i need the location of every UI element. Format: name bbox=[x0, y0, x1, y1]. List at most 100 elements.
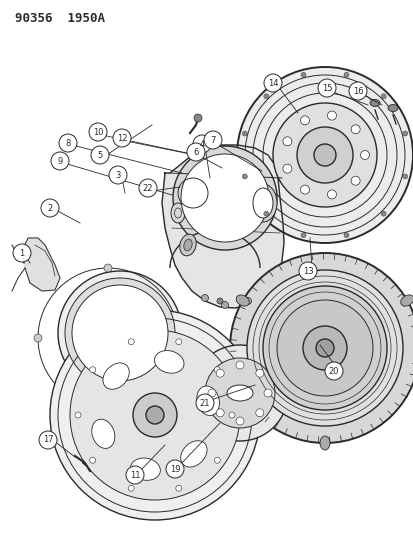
Circle shape bbox=[216, 298, 223, 304]
Text: 22: 22 bbox=[142, 183, 153, 192]
Circle shape bbox=[41, 199, 59, 217]
Text: 6: 6 bbox=[193, 148, 198, 157]
Text: 16: 16 bbox=[352, 86, 363, 95]
Circle shape bbox=[262, 286, 386, 410]
Circle shape bbox=[263, 74, 281, 92]
Circle shape bbox=[104, 264, 112, 272]
Circle shape bbox=[128, 339, 134, 345]
Circle shape bbox=[75, 412, 81, 418]
Circle shape bbox=[272, 103, 376, 207]
Ellipse shape bbox=[235, 295, 249, 306]
Ellipse shape bbox=[130, 458, 160, 480]
Circle shape bbox=[343, 72, 348, 77]
Circle shape bbox=[235, 417, 243, 425]
Circle shape bbox=[126, 466, 144, 484]
Circle shape bbox=[70, 330, 240, 500]
Text: 12: 12 bbox=[116, 133, 127, 142]
Circle shape bbox=[298, 262, 316, 280]
Circle shape bbox=[236, 67, 412, 243]
Text: 10: 10 bbox=[93, 127, 103, 136]
Circle shape bbox=[228, 412, 235, 418]
Circle shape bbox=[214, 367, 220, 373]
Circle shape bbox=[279, 340, 286, 346]
Circle shape bbox=[380, 211, 385, 216]
Ellipse shape bbox=[154, 351, 183, 373]
Circle shape bbox=[282, 164, 291, 173]
Circle shape bbox=[51, 152, 69, 170]
Circle shape bbox=[255, 409, 263, 417]
Circle shape bbox=[324, 362, 342, 380]
Circle shape bbox=[91, 146, 109, 164]
Circle shape bbox=[192, 135, 211, 153]
Circle shape bbox=[247, 270, 402, 426]
Circle shape bbox=[255, 369, 263, 377]
Circle shape bbox=[230, 253, 413, 443]
Text: 90356  1950A: 90356 1950A bbox=[15, 12, 105, 25]
Circle shape bbox=[263, 389, 271, 397]
Circle shape bbox=[343, 233, 348, 238]
Ellipse shape bbox=[400, 295, 413, 306]
Ellipse shape bbox=[179, 234, 196, 256]
Circle shape bbox=[350, 125, 359, 134]
Circle shape bbox=[109, 166, 127, 184]
Circle shape bbox=[180, 154, 268, 242]
Circle shape bbox=[50, 310, 259, 520]
Ellipse shape bbox=[226, 385, 252, 401]
Circle shape bbox=[317, 79, 335, 97]
Circle shape bbox=[195, 394, 214, 412]
Text: 4: 4 bbox=[199, 140, 204, 149]
Ellipse shape bbox=[248, 184, 276, 222]
Circle shape bbox=[104, 404, 112, 412]
Circle shape bbox=[214, 457, 220, 463]
Ellipse shape bbox=[196, 386, 219, 416]
Circle shape bbox=[72, 285, 168, 381]
Ellipse shape bbox=[103, 363, 129, 389]
Circle shape bbox=[128, 485, 134, 491]
Text: 11: 11 bbox=[129, 471, 140, 480]
Circle shape bbox=[402, 131, 407, 136]
Polygon shape bbox=[161, 145, 283, 308]
Circle shape bbox=[221, 302, 228, 309]
Circle shape bbox=[65, 278, 175, 388]
Circle shape bbox=[300, 233, 305, 238]
Circle shape bbox=[201, 295, 208, 302]
Circle shape bbox=[242, 131, 247, 136]
Ellipse shape bbox=[252, 188, 272, 218]
Circle shape bbox=[90, 457, 95, 463]
Circle shape bbox=[207, 389, 216, 397]
Text: 15: 15 bbox=[321, 84, 332, 93]
Circle shape bbox=[380, 94, 385, 99]
Text: 2: 2 bbox=[47, 204, 52, 213]
Circle shape bbox=[402, 174, 407, 179]
Text: 9: 9 bbox=[57, 157, 62, 166]
Text: 20: 20 bbox=[328, 367, 338, 376]
Circle shape bbox=[139, 179, 157, 197]
Text: 8: 8 bbox=[65, 139, 71, 148]
Ellipse shape bbox=[183, 239, 192, 251]
Circle shape bbox=[263, 94, 268, 99]
Circle shape bbox=[263, 211, 268, 216]
Text: 13: 13 bbox=[302, 266, 313, 276]
Circle shape bbox=[327, 190, 336, 199]
Text: 17: 17 bbox=[43, 435, 53, 445]
Circle shape bbox=[204, 358, 274, 428]
Circle shape bbox=[146, 406, 164, 424]
Circle shape bbox=[173, 334, 182, 342]
Circle shape bbox=[173, 146, 276, 250]
Circle shape bbox=[133, 393, 177, 437]
Circle shape bbox=[89, 123, 107, 141]
Circle shape bbox=[13, 244, 31, 262]
Circle shape bbox=[59, 134, 77, 152]
Text: 21: 21 bbox=[199, 399, 210, 408]
Circle shape bbox=[187, 143, 204, 161]
Circle shape bbox=[216, 409, 224, 417]
Ellipse shape bbox=[92, 419, 114, 448]
Text: 5: 5 bbox=[97, 150, 102, 159]
Circle shape bbox=[113, 129, 131, 147]
Circle shape bbox=[313, 144, 335, 166]
Circle shape bbox=[90, 367, 95, 373]
Text: 7: 7 bbox=[210, 135, 215, 144]
Circle shape bbox=[204, 131, 221, 149]
Circle shape bbox=[300, 116, 309, 125]
Ellipse shape bbox=[180, 441, 206, 467]
